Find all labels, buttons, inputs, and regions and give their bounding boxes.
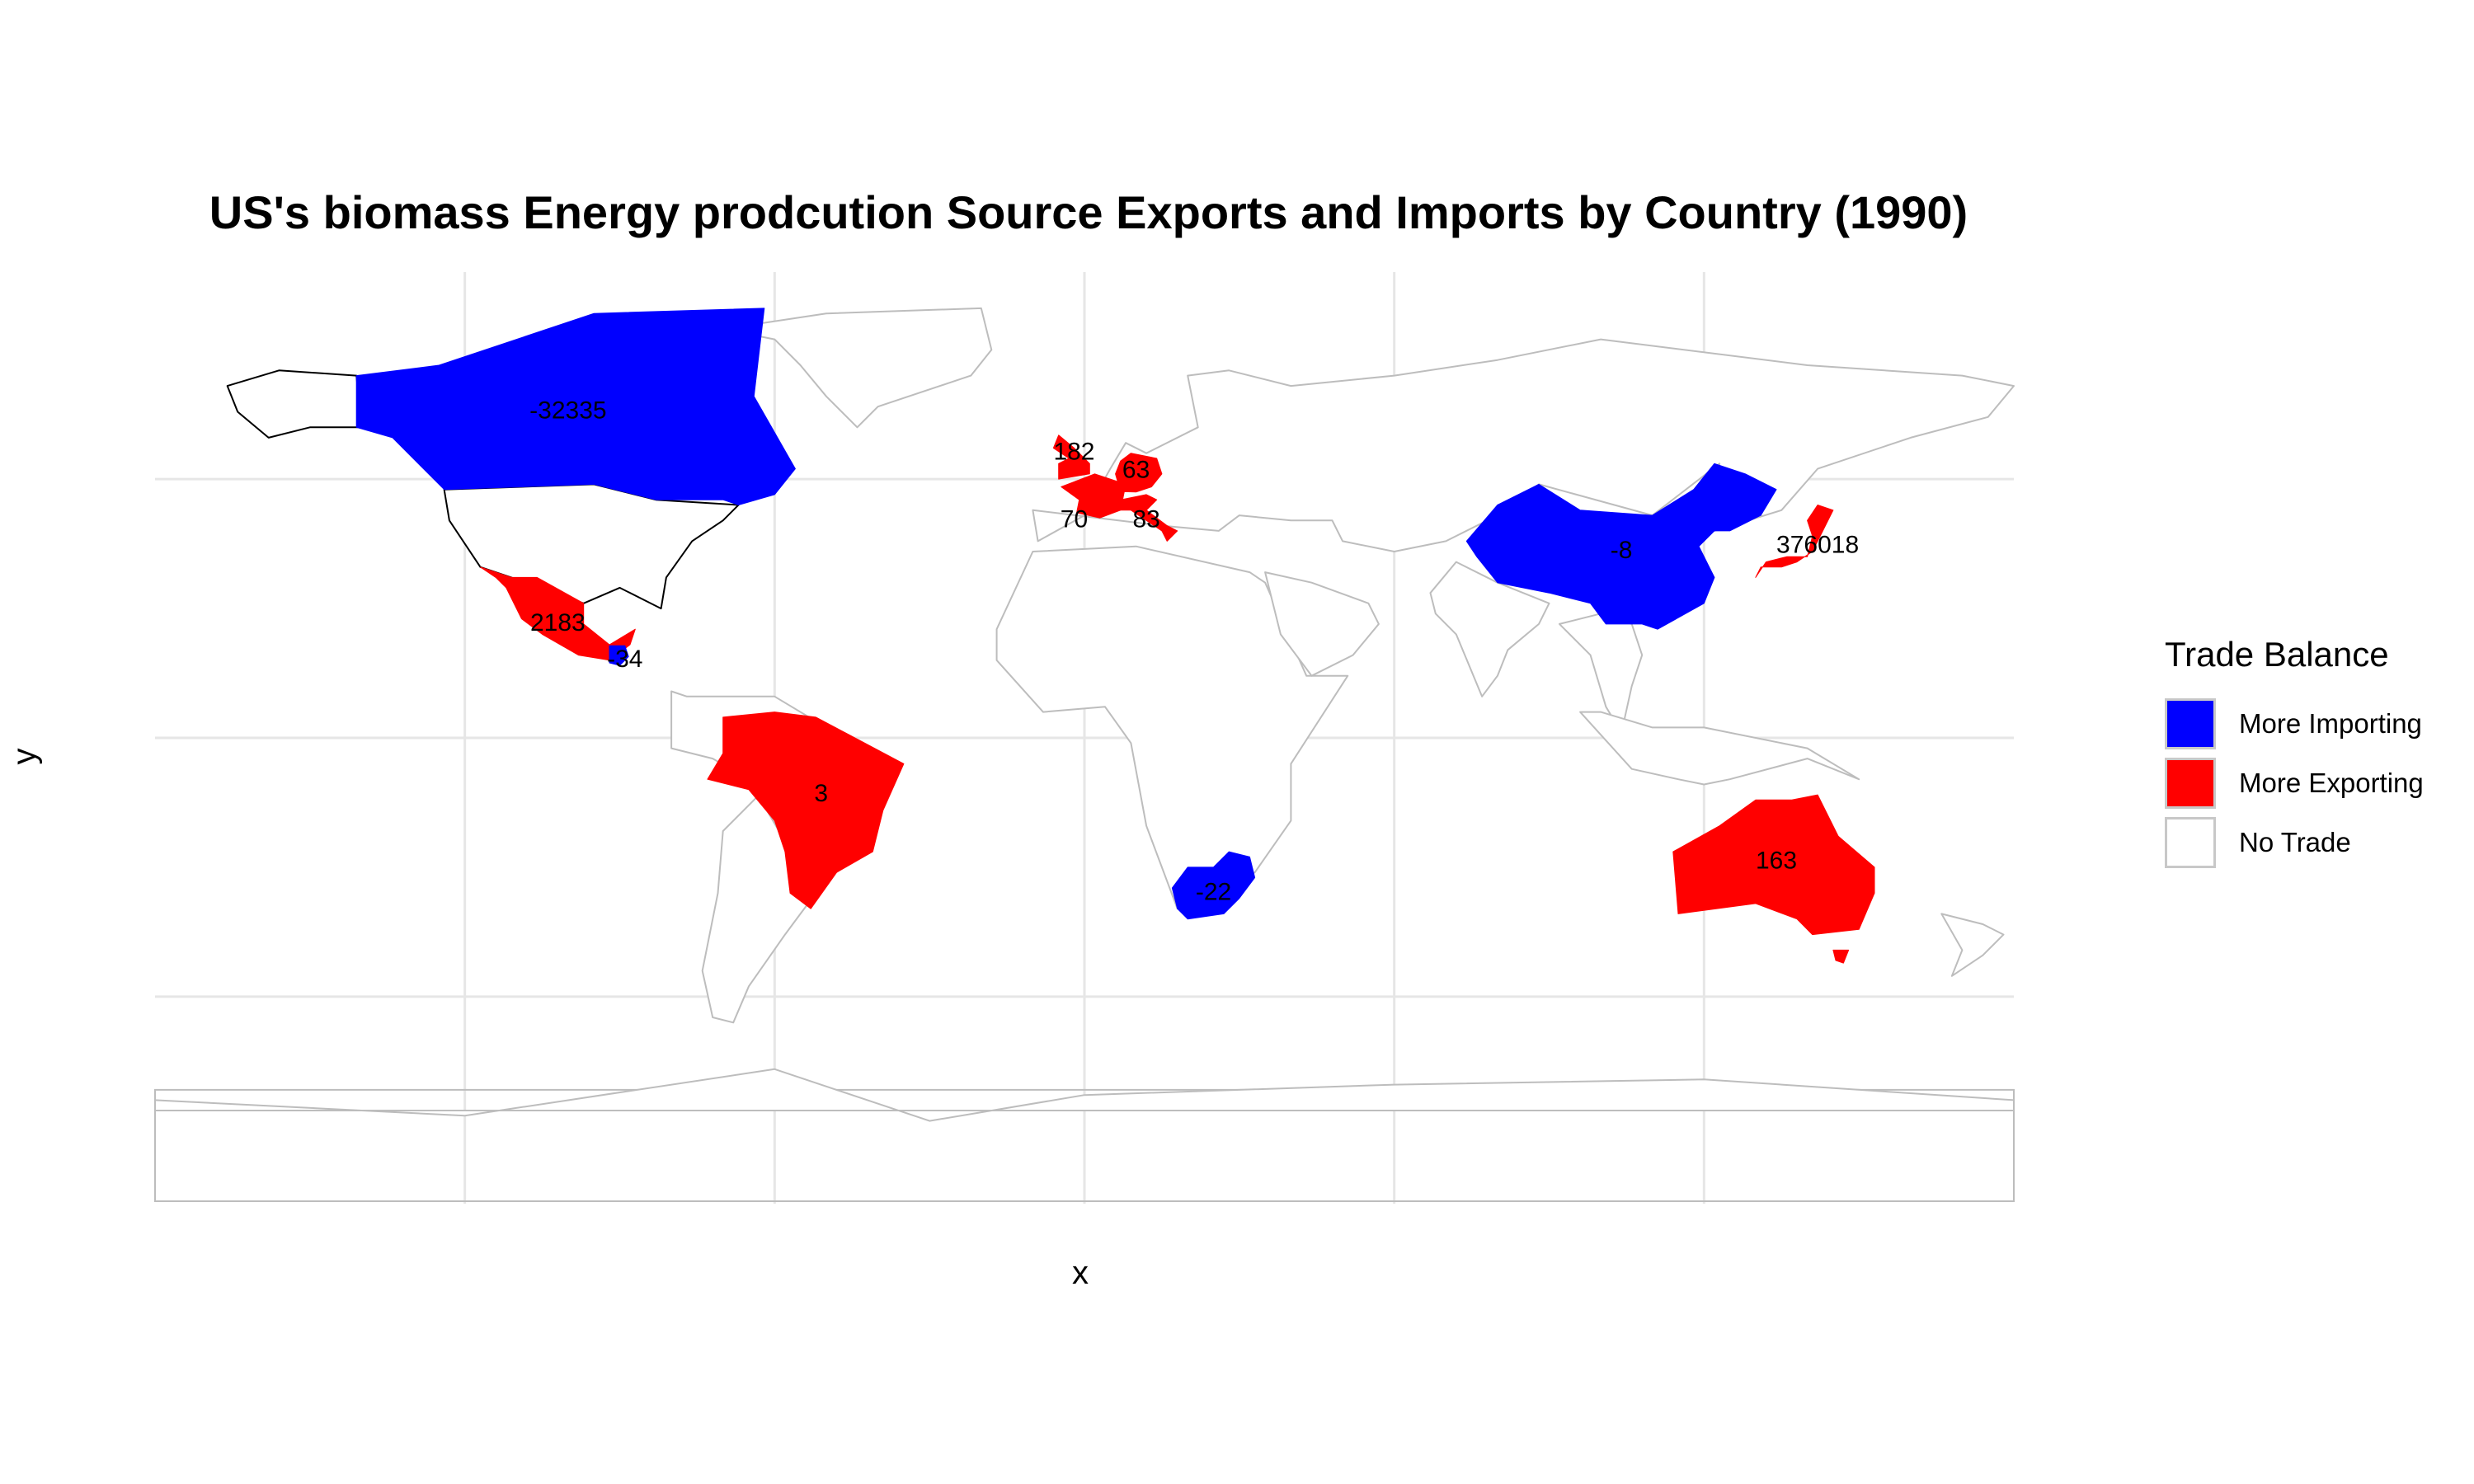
landmass-india bbox=[1429, 561, 1550, 697]
country-mexico bbox=[480, 566, 636, 661]
legend-label: More Importing bbox=[2239, 708, 2422, 739]
country-japan bbox=[1755, 505, 1834, 578]
value-label-south-africa: -22 bbox=[1196, 878, 1231, 905]
legend-item-importing: More Importing bbox=[2165, 694, 2424, 754]
landmass-alaska bbox=[226, 369, 363, 439]
value-label-japan: 376018 bbox=[1776, 532, 1859, 559]
country-australia bbox=[1672, 794, 1875, 936]
country-guatemala bbox=[609, 645, 629, 666]
chart-title: US's biomass Energy prodcution Source Ex… bbox=[209, 186, 1968, 238]
landmass-arabia bbox=[1264, 571, 1380, 677]
x-axis-label: x bbox=[1072, 1255, 1089, 1291]
landmass-africa bbox=[995, 545, 1349, 910]
country-canada bbox=[355, 308, 796, 505]
legend-label: No Trade bbox=[2239, 827, 2351, 857]
country-australia-tasmania bbox=[1832, 949, 1850, 964]
value-label-united-kingdom: 182 bbox=[1053, 439, 1094, 466]
country-germany bbox=[1115, 453, 1163, 493]
legend: Trade Balance More Importing More Export… bbox=[2165, 635, 2424, 872]
value-label-france: 70 bbox=[1061, 505, 1088, 533]
legend-title: Trade Balance bbox=[2165, 635, 2389, 674]
legend-swatch-importing bbox=[2165, 698, 2216, 749]
value-label-guatemala: -34 bbox=[607, 646, 642, 673]
legend-swatch-no-trade bbox=[2165, 817, 2216, 868]
landmass-indonesia bbox=[1579, 711, 1860, 786]
country-china bbox=[1465, 463, 1777, 630]
country-south-africa bbox=[1171, 851, 1256, 920]
country-france bbox=[1061, 473, 1126, 519]
legend-swatch-exporting bbox=[2165, 758, 2216, 809]
legend-item-exporting: More Exporting bbox=[2165, 754, 2424, 813]
value-label-australia: 163 bbox=[1756, 848, 1797, 875]
country-usa bbox=[443, 483, 740, 610]
country-italy bbox=[1120, 494, 1178, 542]
value-label-italy: 83 bbox=[1132, 505, 1159, 533]
map-frame bbox=[154, 1088, 2015, 1203]
y-axis-label: y bbox=[6, 748, 43, 765]
legend-label: More Exporting bbox=[2239, 768, 2424, 798]
legend-item-no-trade: No Trade bbox=[2165, 813, 2424, 872]
value-label-china: -8 bbox=[1611, 537, 1633, 564]
landmass-antarctica bbox=[154, 1068, 2015, 1122]
country-brazil bbox=[707, 711, 905, 909]
value-label-canada: -32335 bbox=[529, 397, 606, 424]
landmass-new-zealand bbox=[1940, 913, 2005, 977]
landmass-greenland bbox=[722, 307, 993, 429]
value-label-mexico: 2183 bbox=[530, 609, 586, 636]
value-label-germany: 63 bbox=[1122, 457, 1150, 484]
value-label-brazil: 3 bbox=[814, 780, 828, 807]
country-united-kingdom bbox=[1052, 434, 1090, 480]
